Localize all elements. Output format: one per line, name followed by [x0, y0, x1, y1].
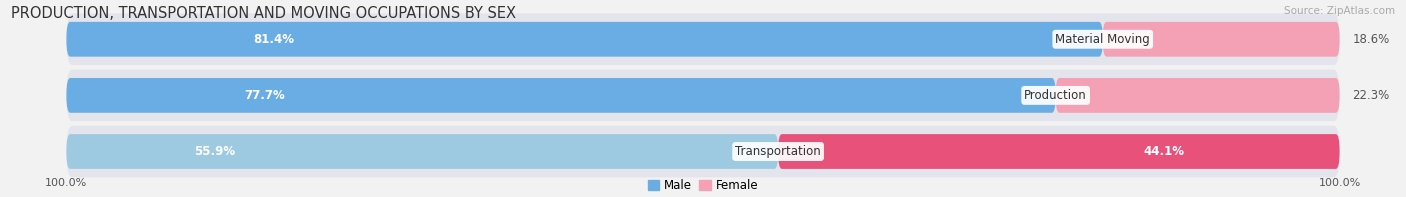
- FancyBboxPatch shape: [1102, 22, 1340, 57]
- Text: 55.9%: 55.9%: [194, 145, 236, 158]
- FancyBboxPatch shape: [778, 134, 1340, 169]
- FancyBboxPatch shape: [66, 22, 1102, 57]
- FancyBboxPatch shape: [66, 78, 1056, 113]
- Text: Source: ZipAtlas.com: Source: ZipAtlas.com: [1284, 6, 1395, 16]
- FancyBboxPatch shape: [66, 13, 1340, 65]
- Text: 81.4%: 81.4%: [253, 33, 294, 46]
- FancyBboxPatch shape: [66, 70, 1340, 121]
- Text: Production: Production: [1025, 89, 1087, 102]
- FancyBboxPatch shape: [1056, 78, 1340, 113]
- Text: Transportation: Transportation: [735, 145, 821, 158]
- Text: 22.3%: 22.3%: [1353, 89, 1389, 102]
- FancyBboxPatch shape: [66, 126, 1340, 177]
- Text: Material Moving: Material Moving: [1056, 33, 1150, 46]
- Text: 100.0%: 100.0%: [1319, 178, 1361, 188]
- Text: 44.1%: 44.1%: [1143, 145, 1184, 158]
- Text: PRODUCTION, TRANSPORTATION AND MOVING OCCUPATIONS BY SEX: PRODUCTION, TRANSPORTATION AND MOVING OC…: [11, 6, 516, 21]
- Text: 18.6%: 18.6%: [1353, 33, 1389, 46]
- Text: 77.7%: 77.7%: [245, 89, 285, 102]
- FancyBboxPatch shape: [66, 134, 778, 169]
- Text: 100.0%: 100.0%: [45, 178, 87, 188]
- Legend: Male, Female: Male, Female: [643, 175, 763, 197]
